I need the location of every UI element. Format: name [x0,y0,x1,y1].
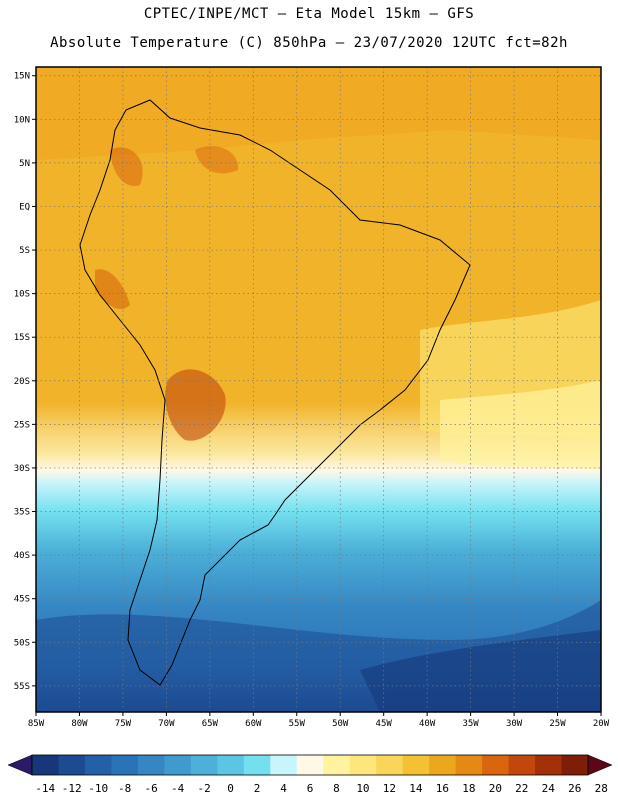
colorbar-label: 28 [595,782,608,795]
colorbar-label: 2 [254,782,261,795]
colorbar-label: -14 [35,782,55,795]
map-frame [35,66,602,713]
hot-spot-venezuela [195,146,239,174]
lon-label: 80W [71,719,88,729]
colorbar-swatch [296,755,324,775]
title-variable: Absolute Temperature (C) 850hPa – 23/07/… [50,35,568,51]
colorbar-swatch [455,755,483,775]
colorbar-swatch [376,755,404,775]
lon-label: 60W [245,719,262,729]
colorbar-label: 24 [542,782,556,795]
lat-label: 30S [14,464,30,474]
warm-zone-shade [36,67,601,160]
latitude-labels: 15N 10N 5N EQ 5S 10S 15S 20S 25S 30S 35S 40S 45S 50S 5… [14,72,36,692]
lon-label: 50W [332,719,349,729]
hot-spot-chaco [165,369,226,441]
colorbar-frame [31,754,589,776]
colorbar-label: 26 [568,782,581,795]
colorbar-swatch [535,755,563,775]
lat-label: 45S [14,595,30,605]
colorbar-swatch [482,755,510,775]
lat-label: 5N [19,159,30,169]
colorbar-swatch [58,755,86,775]
lat-label: 20S [14,377,30,387]
colorbar-swatch [561,755,589,775]
colorbar-label: -6 [145,782,158,795]
longitude-labels: 85W 80W 75W 70W 65W 60W 55W 50W 45W 40W 35W 30W 25W 2… [28,712,610,729]
hot-spot-colombia [110,147,143,186]
colorbar-swatch [32,755,59,775]
lat-label: 10S [14,290,30,300]
colorbar-swatch [164,755,192,775]
colorbar-label: 22 [515,782,528,795]
colorbar-swatch [270,755,298,775]
colorbar-label: -10 [88,782,108,795]
colorbar-label: -8 [118,782,131,795]
colorbar-under-arrow [7,754,33,776]
continent-outline [79,99,471,686]
colorbar-swatch [429,755,457,775]
colorbar-label: 8 [333,782,340,795]
lon-label: 55W [289,719,306,729]
lat-label: 40S [14,551,30,561]
lon-label: 35W [462,719,479,729]
colorbar-swatch [243,755,271,775]
colorbar-over-arrow [587,754,613,776]
lon-label: 20W [593,719,610,729]
colorbar-label: 6 [307,782,314,795]
colorbar-swatch [349,755,377,775]
lat-label: 25S [14,420,30,430]
colorbar-label: 4 [280,782,287,795]
lat-label: 5S [19,246,30,256]
colorbar-label: 14 [409,782,423,795]
lat-label: EQ [19,202,30,212]
lon-label: 45W [376,719,393,729]
colorbar-label: 0 [227,782,234,795]
colorbar-swatch [508,755,536,775]
lon-label: 30W [506,719,523,729]
colorbar-label: 12 [383,782,396,795]
colorbar-swatch [111,755,139,775]
colorbar-label: 20 [489,782,502,795]
lon-label: 40W [419,719,436,729]
colorbar-swatch [84,755,112,775]
lat-label: 35S [14,508,30,518]
colorbar-swatch [190,755,218,775]
colorbar-label: 18 [462,782,475,795]
lat-label: 15N [14,72,30,82]
colorbar-label: -2 [197,782,210,795]
colorbar: -14 -12 -10 -8 -6 -4 -2 0 2 4 6 8 10 12 14 16 18 20 22 24 26… [7,754,613,795]
colorbar-swatch [323,755,351,775]
temperature-field [36,67,601,712]
lat-label: 50S [14,638,30,648]
colorbar-label: -4 [171,782,185,795]
cold-core-south [360,630,601,712]
lon-label: 25W [549,719,566,729]
colorbar-label: 10 [356,782,369,795]
lat-label: 15S [14,333,30,343]
atlantic-pale-band [440,380,601,470]
colorbar-swatch [402,755,430,775]
title-model: CPTEC/INPE/MCT – Eta Model 15km – GFS [143,6,475,22]
colorbar-label: 16 [436,782,449,795]
lon-label: 65W [202,719,219,729]
lon-label: 85W [28,719,45,729]
lon-label: 75W [115,719,132,729]
lon-label: 70W [158,719,175,729]
lat-label: 10N [14,115,30,125]
colorbar-swatch [217,755,245,775]
colorbar-label: -12 [62,782,82,795]
lat-label: 55S [14,682,30,692]
colorbar-swatch [137,755,165,775]
